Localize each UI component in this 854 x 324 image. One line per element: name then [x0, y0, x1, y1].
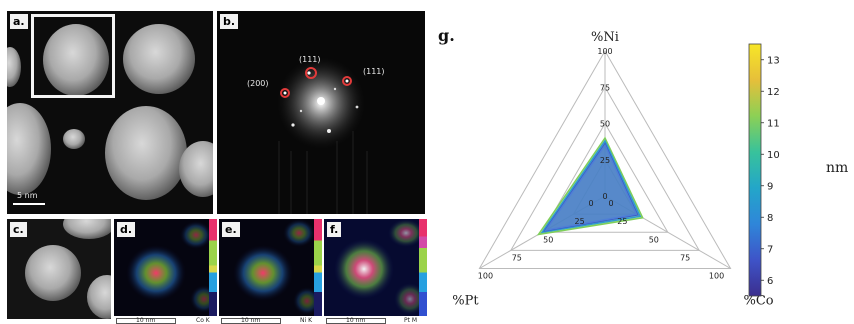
tick-label: 75	[680, 253, 690, 262]
nanoparticle	[179, 141, 213, 197]
element-label-pt: Pt M	[404, 317, 418, 324]
panel-label-d: d.	[117, 222, 136, 237]
axis-label: %Pt	[452, 294, 479, 309]
panel-label-e: e.	[222, 222, 240, 237]
grid-ring	[541, 122, 669, 233]
tick-label: 0	[602, 192, 607, 201]
colorbar-tick-label: 6	[767, 276, 773, 287]
colorbar-tick-label: 10	[767, 150, 780, 161]
radar-axis-labels: %Ni %Co %Pt	[452, 30, 774, 309]
series-polygon	[536, 136, 644, 236]
panel-d-eds-map: d.	[114, 219, 217, 316]
axis-label: %Co	[744, 294, 774, 309]
tick-label: 75	[512, 253, 522, 262]
colorbar: 6 7 8 9 10 11 12 13	[748, 43, 780, 297]
colorbar-tick-label: 9	[767, 181, 773, 192]
panel-f-eds-map: f.	[324, 219, 427, 316]
tick-label: 100	[478, 272, 493, 281]
grid-ring	[509, 86, 701, 251]
colorbar-tick-label: 7	[767, 244, 773, 255]
eds-map-pt	[334, 219, 426, 315]
spot-label-200: (200)	[247, 79, 269, 88]
spot-label-111-right: (111)	[363, 67, 385, 76]
radar-series	[536, 136, 644, 236]
nanoparticle	[123, 24, 195, 94]
series-polygon	[544, 143, 638, 232]
scale-text: 10 nm	[136, 317, 156, 324]
tick-label: 50	[600, 120, 610, 129]
tick-label: 25	[617, 217, 627, 226]
panel-b-fft: b. (111) (200) (111)	[217, 11, 425, 214]
scale-text: 10 nm	[241, 317, 261, 324]
tick-label: 50	[649, 235, 659, 244]
element-label-co: Co K	[196, 317, 210, 324]
axis-label: %Ni	[591, 30, 619, 45]
intensity-strip	[314, 219, 322, 316]
tick-label: 100	[597, 47, 612, 56]
nanoparticle	[87, 275, 111, 319]
scale-text: 5 nm	[17, 191, 38, 200]
panel-label-a: a.	[10, 14, 28, 29]
panel-label-g: g.	[438, 26, 455, 45]
colorbar-tick-label: 13	[767, 55, 780, 66]
fft-pattern	[277, 57, 368, 214]
panel-e-eds-map: e.	[219, 219, 322, 316]
colorbar-gradient	[748, 43, 762, 297]
tick-label: 25	[600, 156, 610, 165]
scale-text: 10 nm	[346, 317, 366, 324]
element-label-ni: Ni K	[300, 317, 312, 324]
series-polygon	[540, 139, 642, 234]
colorbar-tick-label: 12	[767, 87, 780, 98]
nanoparticle	[63, 219, 111, 239]
panel-a-stem-image: a. 5 nm	[7, 11, 213, 214]
nanoparticle	[7, 47, 21, 87]
panel-label-b: b.	[220, 14, 239, 29]
tick-label: 75	[600, 83, 610, 92]
spot-label-111-top: (111)	[299, 55, 321, 64]
colorbar-tick-label: 11	[767, 118, 780, 129]
nanoparticle	[43, 24, 109, 96]
scale-bar	[13, 203, 45, 205]
panel-label-f: f.	[327, 222, 342, 237]
nanoparticle	[63, 129, 85, 149]
tick-label: 25	[575, 217, 585, 226]
colorbar-unit-label: nm	[826, 160, 849, 176]
panel-label-c: c.	[10, 222, 27, 237]
tick-label: 0	[608, 199, 613, 208]
tick-label: 0	[588, 199, 593, 208]
nanoparticle	[7, 103, 51, 195]
grid-ring	[478, 49, 732, 269]
nanoparticle	[105, 106, 187, 200]
inset-box	[31, 14, 115, 98]
panel-c-stem-image: c.	[7, 219, 111, 319]
intensity-strip	[419, 219, 427, 316]
eds-map-co	[126, 221, 217, 313]
tick-label: 100	[709, 272, 724, 281]
nanoparticle	[25, 245, 81, 301]
tick-label: 50	[543, 235, 553, 244]
intensity-strip	[209, 219, 217, 316]
colorbar-tick-label: 8	[767, 213, 773, 224]
